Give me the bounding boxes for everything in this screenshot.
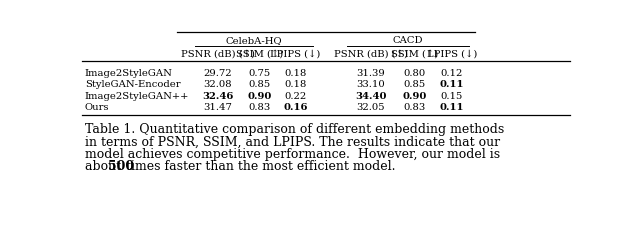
Text: LPIPS (↓): LPIPS (↓) (427, 49, 477, 58)
Text: 0.85: 0.85 (404, 80, 426, 89)
Text: 0.80: 0.80 (404, 69, 426, 78)
Text: Table 1. Quantitative comparison of different embedding methods: Table 1. Quantitative comparison of diff… (84, 123, 504, 136)
Text: model achieves competitive performance.  However, our model is: model achieves competitive performance. … (84, 148, 500, 161)
Text: 31.47: 31.47 (204, 103, 232, 112)
Text: 32.05: 32.05 (356, 103, 385, 112)
Text: times faster than the most efficient model.: times faster than the most efficient mod… (122, 160, 396, 173)
Text: PSNR (dB) (↑): PSNR (dB) (↑) (333, 49, 408, 58)
Text: CACD: CACD (393, 36, 424, 45)
Text: CelebA-HQ: CelebA-HQ (225, 36, 282, 45)
Text: about: about (84, 160, 125, 173)
Text: 33.10: 33.10 (356, 80, 385, 89)
Text: 500: 500 (108, 160, 134, 173)
Text: SSIM (↑): SSIM (↑) (236, 49, 284, 58)
Text: StyleGAN-Encoder: StyleGAN-Encoder (84, 80, 180, 89)
Text: 32.08: 32.08 (204, 80, 232, 89)
Text: 0.15: 0.15 (441, 92, 463, 101)
Text: LPIPS (↓): LPIPS (↓) (270, 49, 321, 58)
Text: 0.18: 0.18 (284, 69, 307, 78)
Text: 31.39: 31.39 (356, 69, 385, 78)
Text: Image2StyleGAN: Image2StyleGAN (84, 69, 173, 78)
Text: 0.18: 0.18 (284, 80, 307, 89)
Text: 0.12: 0.12 (441, 69, 463, 78)
Text: 0.11: 0.11 (440, 103, 464, 112)
Text: 0.83: 0.83 (404, 103, 426, 112)
Text: 34.40: 34.40 (355, 92, 387, 101)
Text: 0.90: 0.90 (403, 92, 427, 101)
Text: 0.85: 0.85 (249, 80, 271, 89)
Text: 0.90: 0.90 (248, 92, 272, 101)
Text: 0.75: 0.75 (249, 69, 271, 78)
Text: 0.22: 0.22 (284, 92, 307, 101)
Text: 0.83: 0.83 (249, 103, 271, 112)
Text: Image2StyleGAN++: Image2StyleGAN++ (84, 92, 189, 101)
Text: 29.72: 29.72 (204, 69, 232, 78)
Text: Ours: Ours (84, 103, 109, 112)
Text: SSIM (↑): SSIM (↑) (391, 49, 438, 58)
Text: in terms of PSNR, SSIM, and LPIPS. The results indicate that our: in terms of PSNR, SSIM, and LPIPS. The r… (84, 135, 500, 148)
Text: 0.16: 0.16 (284, 103, 308, 112)
Text: 0.11: 0.11 (440, 80, 464, 89)
Text: 32.46: 32.46 (202, 92, 234, 101)
Text: PSNR (dB) (↑): PSNR (dB) (↑) (181, 49, 255, 58)
